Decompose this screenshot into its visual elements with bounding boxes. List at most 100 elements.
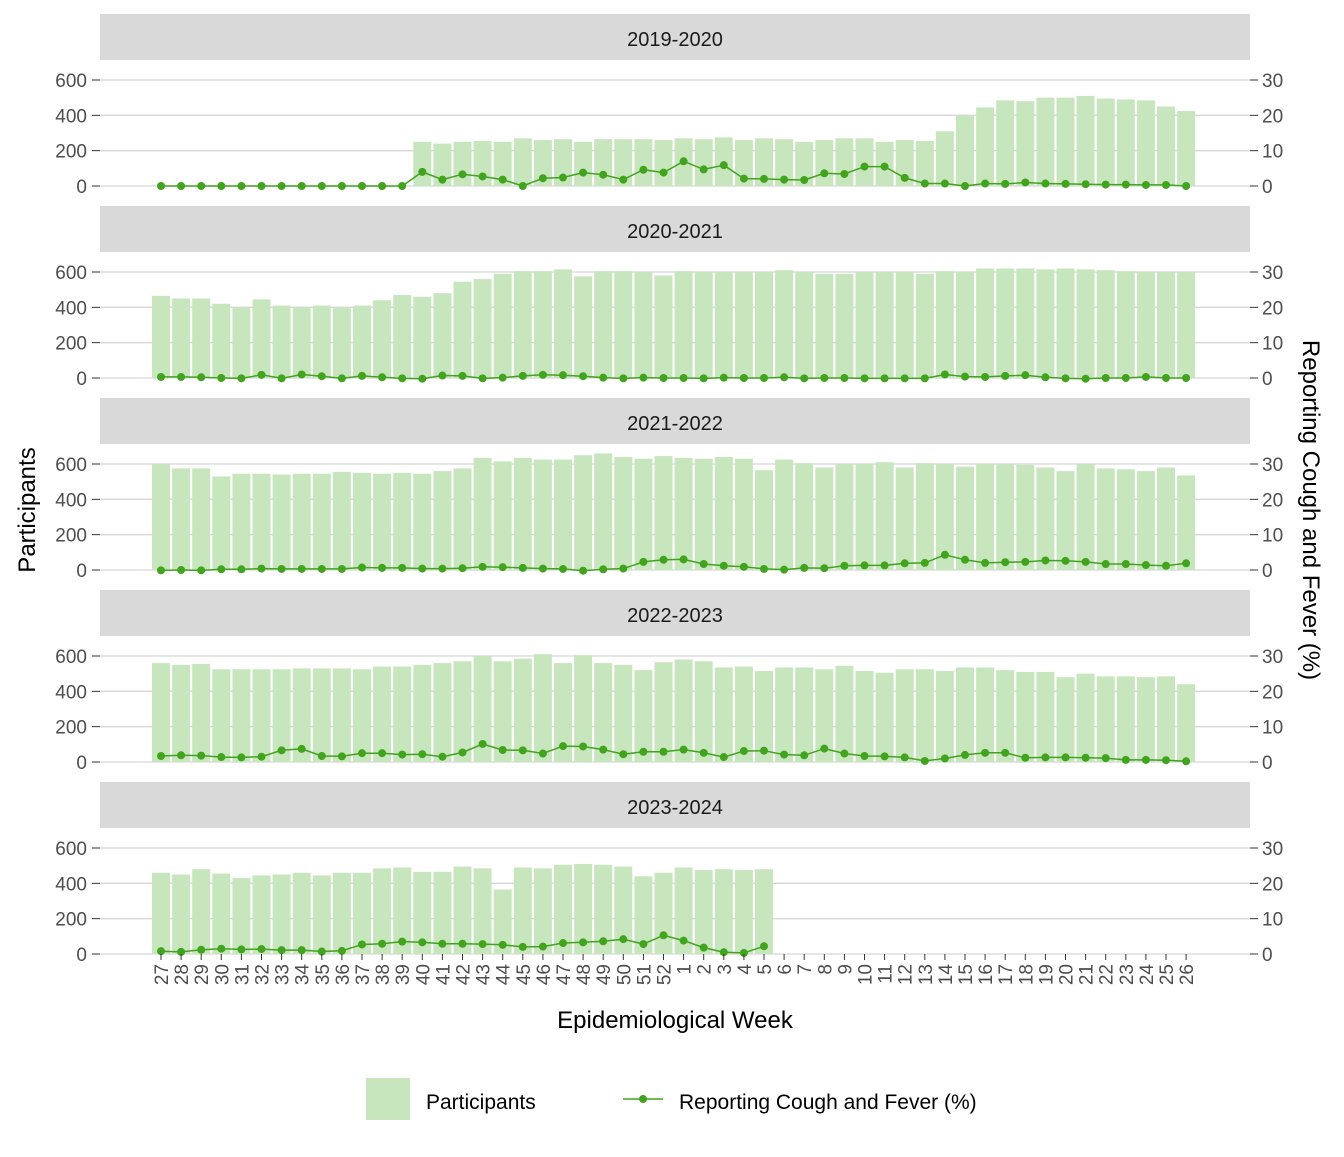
bar-participants	[312, 875, 331, 954]
bar-participants	[574, 655, 593, 762]
line-cough-fever	[160, 554, 1187, 572]
point-cough-fever	[398, 937, 407, 946]
point-cough-fever	[297, 370, 306, 379]
point-cough-fever	[157, 947, 165, 956]
bar-participants	[493, 661, 512, 762]
x-tick-label: 24	[1137, 964, 1158, 986]
point-cough-fever	[940, 179, 949, 188]
point-cough-fever	[1101, 374, 1110, 382]
y-left-tick-label: 400	[55, 874, 87, 895]
point-cough-fever	[639, 165, 648, 174]
bar-participants	[594, 271, 613, 378]
x-tick-label: 1	[675, 964, 696, 975]
bar-participants	[1056, 471, 1075, 570]
bar-participants	[1036, 97, 1055, 186]
point-cough-fever	[177, 566, 186, 574]
point-cough-fever	[358, 563, 366, 572]
x-tick-label: 27	[152, 964, 173, 985]
point-cough-fever	[880, 374, 889, 383]
point-cough-fever	[498, 563, 507, 572]
bar-participants	[1096, 676, 1115, 762]
point-cough-fever	[337, 564, 346, 573]
bar-participants	[453, 281, 472, 378]
bar-participants	[533, 140, 552, 186]
point-cough-fever	[1061, 179, 1070, 188]
bar-participants	[292, 668, 311, 762]
y-right-tick-label: 30	[1262, 839, 1283, 860]
point-cough-fever	[1182, 559, 1191, 568]
bar-participants	[332, 307, 351, 378]
point-cough-fever	[358, 940, 366, 949]
point-cough-fever	[1121, 180, 1130, 189]
bar-participants	[453, 866, 472, 954]
bar-participants	[1016, 268, 1035, 378]
point-cough-fever	[699, 943, 708, 952]
point-cough-fever	[940, 370, 949, 379]
bar-participants	[433, 293, 452, 378]
point-cough-fever	[277, 746, 286, 755]
panel-2023-2024: 2023-2024 0 0 200 10 400 20 600 30	[55, 782, 1283, 966]
point-cough-fever	[1101, 754, 1110, 763]
panel-strip-label: 2021-2022	[627, 413, 723, 435]
point-cough-fever	[317, 947, 326, 956]
bar-participants	[413, 871, 432, 954]
bar-participants	[212, 476, 231, 570]
bar-participants	[755, 470, 773, 570]
point-cough-fever	[780, 565, 789, 574]
bar-participants	[533, 868, 552, 954]
bar-participants	[895, 467, 914, 570]
point-cough-fever	[820, 744, 829, 753]
y-right-tick-label: 10	[1262, 334, 1283, 355]
point-cough-fever	[900, 753, 909, 762]
bar-participants	[714, 456, 733, 570]
bar-participants	[433, 871, 452, 954]
y-left-tick-label: 200	[55, 334, 87, 355]
bar-participants	[473, 140, 492, 186]
panel-2022-2023: 2022-2023 0 0 200 10 400 20 600 30	[55, 590, 1283, 774]
y-right-tick-label: 30	[1262, 455, 1283, 476]
point-cough-fever	[860, 162, 869, 171]
bar-participants	[212, 669, 231, 762]
point-cough-fever	[297, 744, 306, 753]
point-cough-fever	[739, 174, 748, 183]
point-cough-fever	[559, 564, 567, 573]
bar-participants	[152, 464, 170, 570]
point-cough-fever	[498, 175, 507, 184]
point-cough-fever	[900, 173, 909, 182]
y-right-tick-label: 0	[1262, 177, 1273, 198]
point-cough-fever	[961, 750, 969, 759]
bar-participants	[1177, 475, 1196, 570]
x-tick-label: 28	[172, 964, 193, 985]
bar-participants	[533, 654, 552, 762]
point-cough-fever	[659, 931, 668, 940]
point-cough-fever	[358, 749, 366, 758]
bar-participants	[554, 864, 572, 954]
bar-participants	[332, 471, 351, 570]
bar-participants	[634, 139, 653, 186]
bar-participants	[976, 268, 995, 378]
point-cough-fever	[177, 182, 186, 190]
point-cough-fever	[840, 561, 849, 570]
bar-participants	[1157, 676, 1175, 762]
x-tick-label: 38	[373, 964, 394, 985]
y-left-tick-label: 0	[76, 945, 87, 966]
point-cough-fever	[277, 182, 286, 190]
bar-participants	[674, 457, 693, 570]
point-cough-fever	[197, 373, 206, 382]
bar-participants	[433, 143, 452, 186]
bar-participants	[373, 666, 392, 762]
bar-participants	[1016, 671, 1035, 762]
point-cough-fever	[1081, 557, 1090, 566]
point-cough-fever	[438, 371, 447, 380]
point-cough-fever	[840, 169, 849, 178]
point-cough-fever	[177, 751, 186, 760]
point-cough-fever	[880, 561, 889, 570]
point-cough-fever	[760, 942, 768, 951]
x-tick-label: 21	[1077, 964, 1098, 985]
bar-participants	[453, 141, 472, 186]
bar-participants	[694, 870, 713, 954]
x-tick-label: 32	[253, 964, 274, 985]
bar-participants	[433, 663, 452, 762]
bar-participants	[312, 305, 331, 378]
bar-participants	[172, 664, 191, 762]
